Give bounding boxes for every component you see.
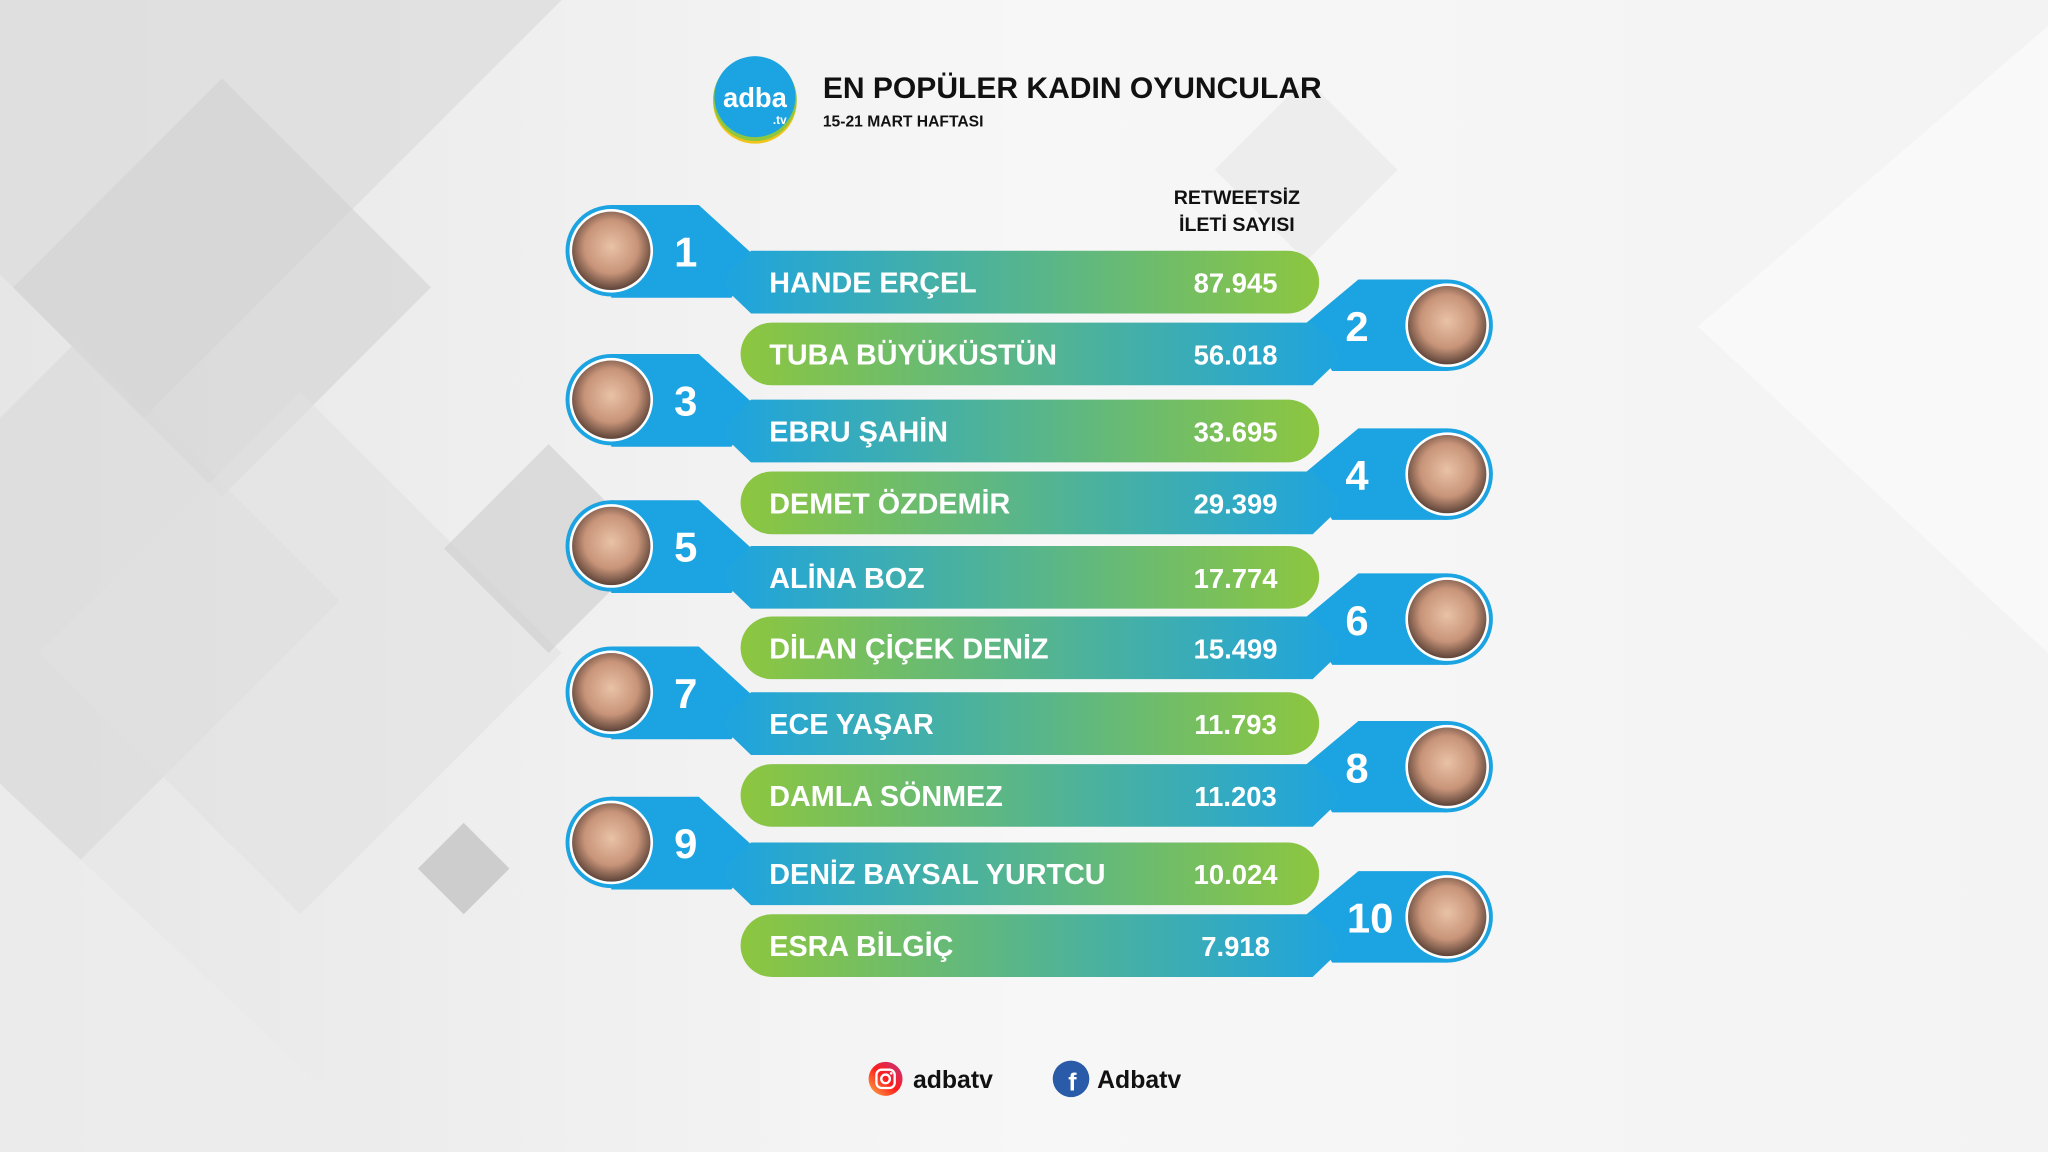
ranking-list: 1 HANDE ERÇEL 87.945 2 TUBA BÜYÜKÜSTÜN 56.018… [565,205,1493,977]
actress-name: DENİZ BAYSAL YURTCU [769,858,1105,891]
ranking-bar [740,471,1346,535]
ranking-bar [740,764,1346,827]
logo-text: adba [723,82,788,113]
facebook-icon: f [1052,1060,1090,1098]
rank-number: 2 [1345,303,1368,350]
post-count: 33.695 [1194,416,1278,447]
actress-photo [569,357,654,442]
ranking-bar [740,322,1346,386]
column-label-line1: RETWEETSİZ [1174,186,1300,209]
rank-number: 1 [674,228,697,275]
rank-number: 9 [674,820,697,867]
ranking-bar [740,616,1346,680]
svg-text:f: f [1068,1070,1077,1097]
actress-photo [569,800,654,885]
ranking-bar [718,692,1320,755]
facebook-handle[interactable]: Adbatv [1097,1067,1181,1094]
ranking-row: 3 EBRU ŞAHİN 33.695 [565,353,1320,463]
rank-number: 8 [1345,744,1368,791]
actress-photo [1405,875,1489,959]
actress-photo [569,650,654,735]
actress-photo [1405,432,1489,516]
actress-name: TUBA BÜYÜKÜSTÜN [769,338,1057,371]
page-subtitle: 15-21 MART HAFTASI [823,114,984,131]
actress-name: HANDE ERÇEL [769,268,976,300]
actress-name: DİLAN ÇİÇEK DENİZ [769,632,1048,665]
rank-number: 10 [1347,895,1393,942]
instagram-handle[interactable]: adbatv [913,1067,993,1094]
ranking-row: 4 DEMET ÖZDEMİR 29.399 [740,428,1493,535]
actress-photo [1405,283,1489,368]
post-count: 7.918 [1201,931,1270,962]
post-count: 10.024 [1194,859,1279,890]
rank-number: 4 [1345,452,1369,499]
post-count: 11.203 [1194,781,1276,812]
actress-name: ALİNA BOZ [769,562,924,595]
ranking-row: 9 DENİZ BAYSAL YURTCU 10.024 [565,796,1320,906]
ranking-row: 6 DİLAN ÇİÇEK DENİZ 15.499 [740,573,1493,680]
ranking-bar [740,914,1346,977]
actress-name: EBRU ŞAHİN [769,415,948,448]
ranking-bar [718,842,1320,906]
instagram-icon [868,1061,903,1096]
ranking-row: 7 ECE YAŞAR 11.793 [565,646,1320,755]
post-count: 15.499 [1194,633,1278,664]
post-count: 56.018 [1194,339,1278,370]
actress-photo [1405,577,1489,661]
ranking-row: 1 HANDE ERÇEL 87.945 [565,205,1320,314]
post-count: 29.399 [1194,488,1278,519]
ranking-bar [718,250,1320,314]
column-label-line2: İLETİ SAYISI [1179,213,1295,236]
rank-number: 5 [674,524,697,571]
rank-number: 6 [1345,597,1368,644]
ranking-row: 10 ESRA BİLGİÇ 7.918 [740,871,1493,977]
actress-name: DAMLA SÖNMEZ [769,780,1002,813]
page-title: EN POPÜLER KADIN OYUNCULAR [823,72,1322,105]
post-count: 87.945 [1194,268,1278,299]
actress-name: ECE YAŞAR [769,709,934,741]
actress-photo [569,208,654,293]
logo-suffix: .tv [773,114,787,127]
rank-number: 7 [674,670,697,717]
ranking-row: 8 DAMLA SÖNMEZ 11.203 [740,720,1493,827]
footer: adbatv f Adbatv [868,1060,1181,1098]
actress-photo [1405,724,1489,809]
ranking-bar [718,545,1320,609]
logo: adba .tv [713,56,797,144]
post-count: 17.774 [1194,563,1279,594]
rank-number: 3 [674,377,697,424]
actress-name: ESRA BİLGİÇ [769,930,953,963]
actress-name: DEMET ÖZDEMİR [769,487,1010,520]
ranking-bar [718,399,1320,463]
ranking-row: 2 TUBA BÜYÜKÜSTÜN 56.018 [740,279,1493,386]
ranking-row: 5 ALİNA BOZ 17.774 [565,500,1320,609]
actress-photo [569,504,654,588]
post-count: 11.793 [1194,709,1276,740]
